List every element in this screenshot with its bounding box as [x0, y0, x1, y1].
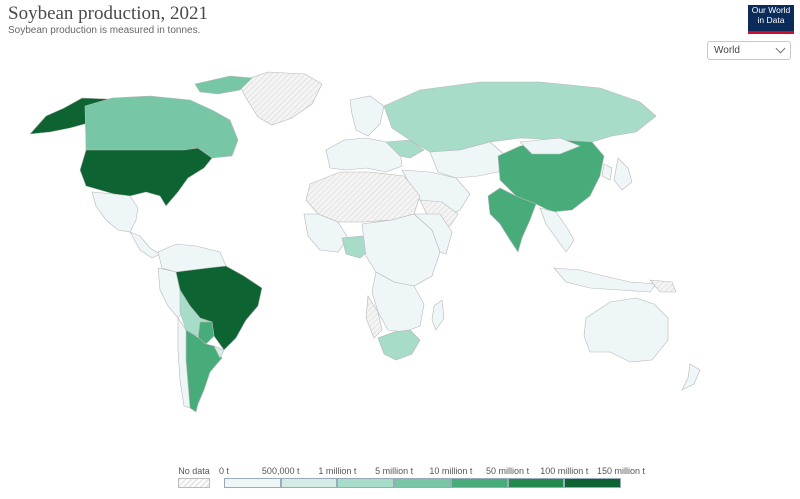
region-southern-africa[interactable] — [371, 271, 425, 333]
legend-swatch[interactable] — [450, 478, 508, 488]
region-russia[interactable] — [383, 81, 657, 153]
legend-bin-label: 100 million t — [540, 466, 589, 476]
logo-line-2: in Data — [757, 14, 785, 25]
region-uruguay[interactable] — [213, 345, 225, 359]
legend-no-data-label: No data — [178, 466, 210, 476]
region-madagascar[interactable] — [431, 299, 445, 331]
region-indonesia[interactable] — [553, 267, 657, 293]
map-legend: No data 0 t 500,000 t 1 million t 5 million… — [0, 462, 800, 492]
legend-bin-label: 1 million t — [318, 466, 357, 476]
region-paraguay[interactable] — [197, 321, 215, 345]
legend-bin-label: 50 million t — [486, 466, 530, 476]
chart-title: Soybean production, 2021 — [8, 3, 209, 24]
region-canada[interactable] — [84, 95, 239, 159]
region-central-america[interactable] — [129, 231, 161, 259]
region-angola-nodata[interactable] — [365, 295, 383, 339]
region-chile[interactable] — [177, 317, 191, 409]
chart-subtitle: Soybean production is measured in tonnes… — [8, 25, 201, 36]
legend-swatch[interactable] — [507, 478, 565, 488]
region-papua[interactable] — [649, 279, 677, 293]
region-ukraine[interactable] — [385, 139, 425, 159]
region-east-africa[interactable] — [413, 213, 453, 255]
region-scandinavia[interactable] — [349, 95, 385, 137]
world-map — [29, 71, 701, 413]
legend-swatch[interactable] — [337, 478, 395, 488]
region-europe[interactable] — [325, 137, 403, 173]
legend-bin-label: 5 million t — [375, 466, 414, 476]
region-mongolia[interactable] — [519, 137, 581, 155]
legend-bin-label: 0 t — [218, 466, 230, 476]
region-canada-islands[interactable] — [194, 75, 253, 95]
region-mexico[interactable] — [91, 191, 139, 233]
region-west-africa[interactable] — [303, 213, 349, 253]
legend-bin-label: 500,000 t — [261, 466, 300, 476]
legend-bin-label: 150 million t — [596, 466, 646, 476]
logo-line-1: Our World — [751, 5, 791, 15]
region-central-asia[interactable] — [429, 141, 507, 179]
legend-swatch[interactable] — [280, 478, 338, 488]
legend-swatch[interactable] — [394, 478, 451, 488]
region-selector[interactable]: World — [707, 41, 791, 60]
region-selector-value: World — [714, 45, 740, 56]
region-southeast-asia[interactable] — [539, 207, 575, 253]
legend-no-data-swatch[interactable] — [178, 478, 210, 488]
region-argentina[interactable] — [185, 329, 223, 413]
region-japan[interactable] — [613, 157, 633, 191]
owid-logo[interactable]: Our World in Data — [748, 5, 794, 34]
region-central-africa[interactable] — [361, 213, 441, 287]
region-greenland[interactable] — [237, 71, 323, 126]
chevron-down-icon — [775, 43, 786, 54]
region-australia[interactable] — [583, 297, 669, 363]
region-india[interactable] — [487, 187, 537, 253]
region-korea[interactable] — [601, 163, 613, 181]
legend-swatch[interactable] — [224, 478, 281, 488]
region-north-africa[interactable] — [305, 171, 421, 223]
region-south-africa[interactable] — [377, 329, 421, 361]
legend-bin-label: 10 million t — [429, 466, 473, 476]
region-new-zealand[interactable] — [681, 363, 701, 391]
region-united-states[interactable] — [79, 147, 213, 207]
legend-swatch[interactable] — [564, 478, 621, 488]
